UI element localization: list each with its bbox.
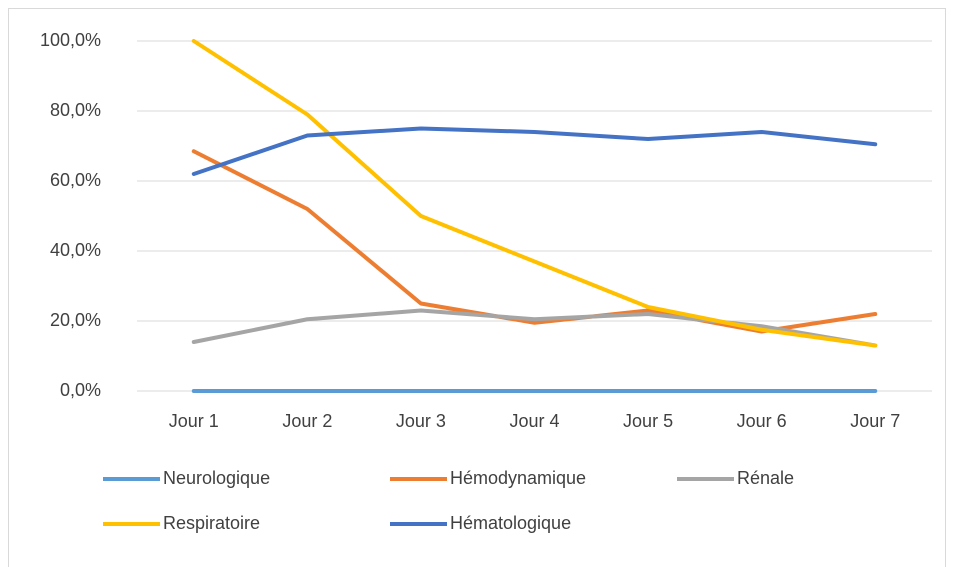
y-tick-label: 100,0% (40, 30, 101, 50)
chart-border (8, 8, 946, 567)
legend-label: Rénale (737, 468, 794, 488)
y-tick-label: 20,0% (50, 310, 101, 330)
y-tick-label: 40,0% (50, 240, 101, 260)
x-tick-label: Jour 2 (282, 411, 332, 431)
x-tick-label: Jour 3 (396, 411, 446, 431)
x-tick-label: Jour 1 (169, 411, 219, 431)
x-tick-label: Jour 4 (509, 411, 559, 431)
series-line (191, 39, 878, 348)
legend-label: Neurologique (163, 468, 270, 488)
x-tick-label: Jour 5 (623, 411, 673, 431)
legend-label: Respiratoire (163, 513, 260, 533)
series-line (191, 126, 878, 176)
y-tick-label: 0,0% (60, 380, 101, 400)
legend-label: Hémodynamique (450, 468, 586, 488)
y-tick-label: 80,0% (50, 100, 101, 120)
series-line (191, 308, 878, 348)
x-tick-label: Jour 7 (850, 411, 900, 431)
y-tick-label: 60,0% (50, 170, 101, 190)
legend-label: Hématologique (450, 513, 571, 533)
x-tick-label: Jour 6 (737, 411, 787, 431)
